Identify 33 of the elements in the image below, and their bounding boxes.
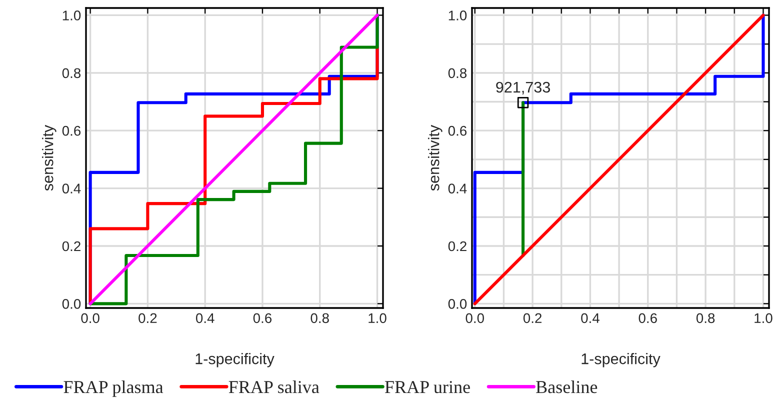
x-tick-label: 1.0 [754, 313, 772, 324]
legend-label: FRAP plasma [64, 380, 164, 397]
y-axis-title: sensitivity [428, 124, 442, 191]
y-tick-label: 0.8 [448, 68, 467, 78]
y-tick-label: 0.6 [62, 126, 81, 136]
y-tick-label: 1.0 [62, 10, 81, 20]
y-tick-label: 0.8 [62, 68, 81, 78]
x-axis-title: 1-specificity [196, 353, 274, 368]
y-tick-label: 0.0 [62, 299, 81, 309]
x-tick-label: 0.0 [466, 313, 484, 324]
x-tick-label: 0.2 [138, 313, 157, 324]
legend-label: FRAP saliva [228, 380, 320, 394]
y-tick-label: 0.2 [62, 241, 80, 252]
annotation: 921,733 [496, 82, 550, 94]
legend-label: Baseline [536, 380, 598, 394]
x-axis-title: 1-specificity [582, 353, 660, 368]
y-tick-label: 1.0 [448, 10, 467, 20]
x-tick-label: 0.8 [310, 313, 329, 324]
y-axis-title: sensitivity [42, 124, 56, 191]
x-tick-label: 0.6 [638, 313, 657, 324]
x-tick-label: 0.4 [581, 313, 600, 324]
y-tick-label: 0.2 [448, 241, 466, 252]
y-tick-label: 0.0 [448, 299, 467, 309]
x-tick-label: 0.8 [696, 313, 715, 324]
x-tick-label: 1.0 [368, 313, 386, 324]
y-tick-label: 0.4 [448, 184, 467, 194]
x-tick-label: 0.2 [523, 313, 542, 324]
y-tick-label: 0.6 [448, 126, 467, 136]
y-tick-label: 0.4 [62, 184, 81, 194]
legend-label: FRAP urine [384, 381, 470, 394]
x-tick-label: 0.0 [81, 313, 100, 324]
x-tick-label: 0.6 [253, 313, 272, 324]
x-tick-label: 0.4 [196, 313, 214, 324]
